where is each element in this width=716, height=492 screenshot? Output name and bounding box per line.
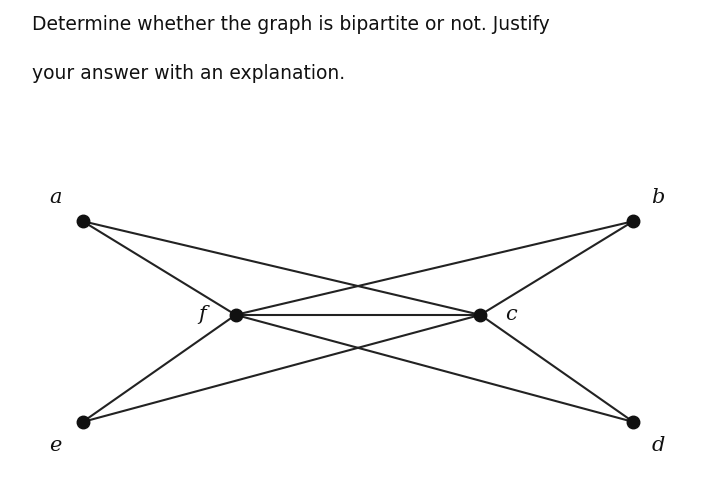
- Text: c: c: [505, 306, 517, 324]
- Text: d: d: [651, 436, 664, 455]
- Text: f: f: [198, 306, 206, 324]
- Text: your answer with an explanation.: your answer with an explanation.: [32, 64, 345, 83]
- Text: e: e: [49, 436, 62, 455]
- Text: b: b: [651, 188, 664, 207]
- Text: Determine whether the graph is bipartite or not. Justify: Determine whether the graph is bipartite…: [32, 15, 550, 34]
- Text: a: a: [49, 188, 62, 207]
